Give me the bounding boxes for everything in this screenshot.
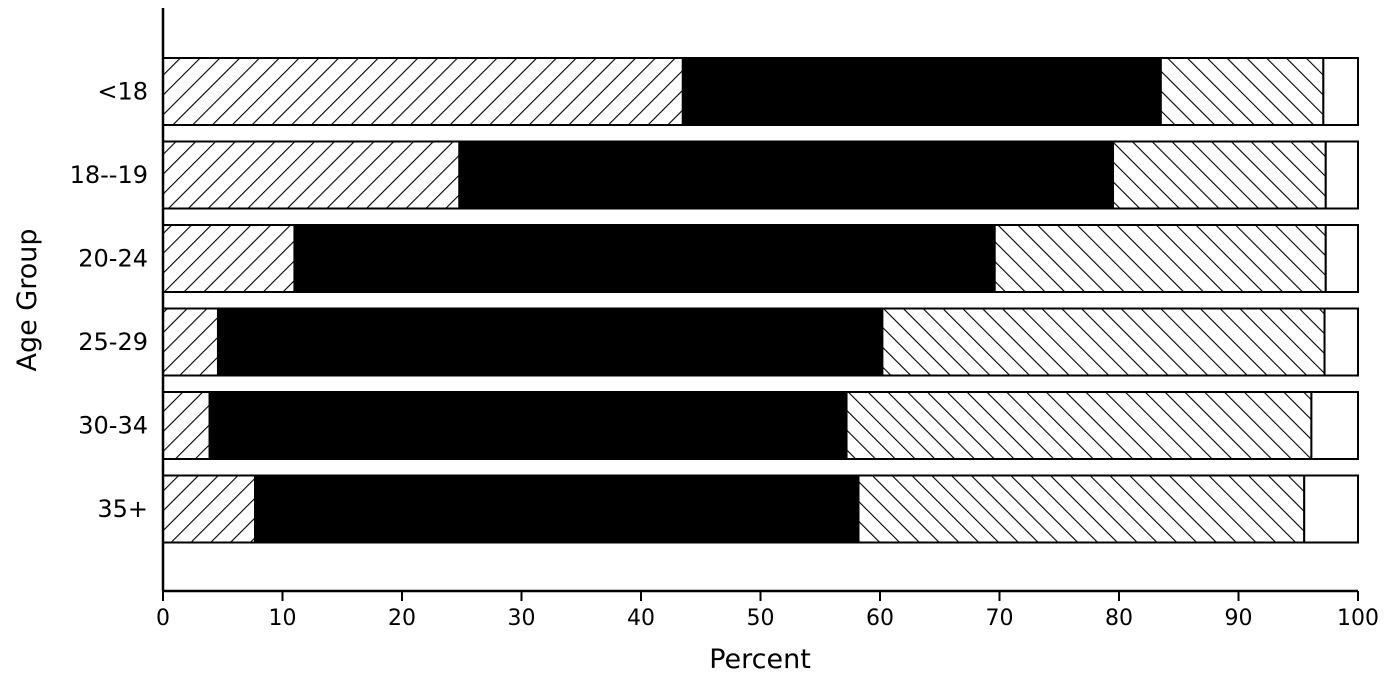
bar-segment-1 xyxy=(162,224,296,293)
x-tick-label: 40 xyxy=(627,606,655,631)
y-axis-title: Age Group xyxy=(12,228,43,371)
bar-segment-3 xyxy=(881,307,1326,377)
axes-layer: <18 18--19 20-24 25-29 30-34 35+ 0 10 20 30 40 50 60… xyxy=(70,8,1379,631)
bar-segment-2 xyxy=(293,224,996,293)
bar-segment-3 xyxy=(857,474,1306,544)
y-tick-label: 35+ xyxy=(97,495,148,523)
bar-segment-4 xyxy=(1310,391,1360,460)
bar-segment-1 xyxy=(162,57,684,126)
bar-segment-1 xyxy=(162,140,461,210)
bar-segment-3 xyxy=(993,224,1327,293)
bar-segment-1 xyxy=(162,391,211,460)
bar-segment-4 xyxy=(1324,140,1359,210)
x-tick-label: 70 xyxy=(986,606,1014,631)
bar-segment-4 xyxy=(1322,57,1359,126)
bar-segment-4 xyxy=(1303,474,1359,544)
x-tick-label: 30 xyxy=(508,606,536,631)
bar-segment-4 xyxy=(1323,307,1360,377)
bar-segment-2 xyxy=(208,391,848,460)
bar-segment-2 xyxy=(216,307,884,377)
y-tick-label: 20-24 xyxy=(78,245,148,273)
x-tick-label: 50 xyxy=(747,606,775,631)
bars-layer xyxy=(162,57,1360,544)
bar-segment-3 xyxy=(1112,140,1327,210)
x-tick-label: 0 xyxy=(156,606,170,631)
bar-segment-1 xyxy=(162,474,257,544)
x-tick-label: 90 xyxy=(1225,606,1253,631)
bar-segment-3 xyxy=(1159,57,1325,126)
x-tick-label: 60 xyxy=(866,606,894,631)
bar-segment-1 xyxy=(162,307,219,377)
bar-segment-2 xyxy=(254,474,860,544)
y-tick-label: <18 xyxy=(97,78,148,106)
bar-segment-4 xyxy=(1324,224,1359,293)
bar-segment-3 xyxy=(845,391,1313,460)
x-tick-label: 80 xyxy=(1105,606,1133,631)
y-tick-label: 18--19 xyxy=(70,161,148,189)
x-tick-label: 10 xyxy=(269,606,297,631)
y-tick-label: 25-29 xyxy=(78,328,148,356)
x-tick-label: 20 xyxy=(388,606,416,631)
bar-segment-2 xyxy=(458,140,1115,210)
x-tick-label: 100 xyxy=(1337,606,1379,631)
y-tick-label: 30-34 xyxy=(78,412,148,440)
x-axis-title: Percent xyxy=(709,644,811,675)
bar-segment-2 xyxy=(681,57,1162,126)
